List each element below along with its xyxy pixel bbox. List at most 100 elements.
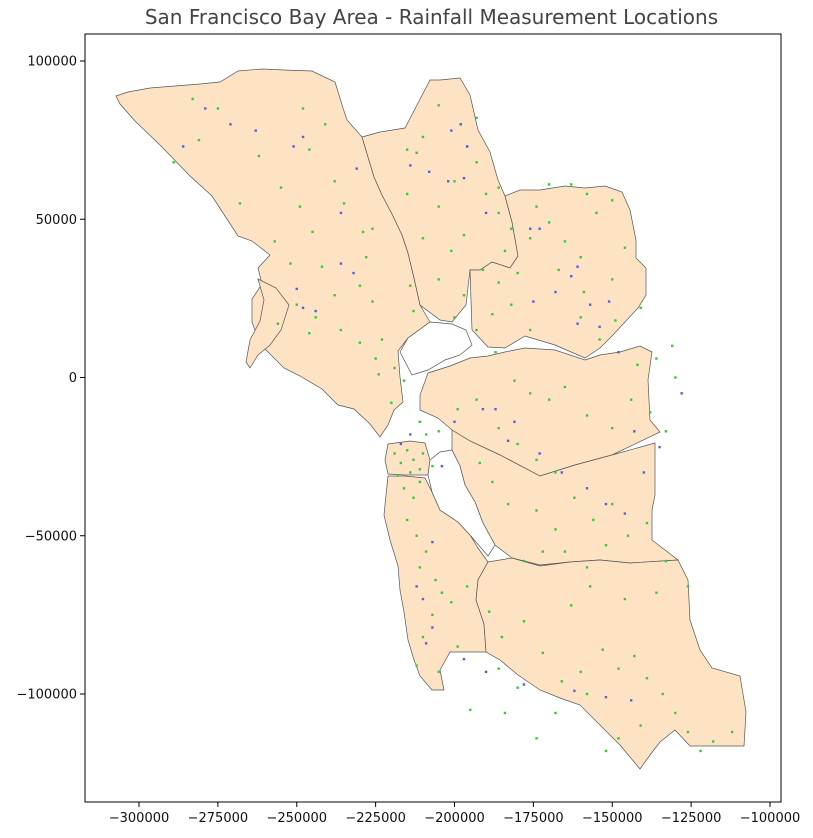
- rain-gauge-point-green: [535, 458, 538, 461]
- rain-gauge-point-green: [500, 635, 504, 639]
- x-tick-label: −175000: [503, 811, 564, 826]
- rain-gauge-point-green: [563, 550, 567, 553]
- rain-gauge-point-blue: [465, 145, 469, 148]
- rain-gauge-point-green: [588, 585, 592, 588]
- rain-gauge-points: [172, 97, 734, 753]
- rain-gauge-point-green: [418, 468, 421, 471]
- rain-gauge-point-green: [453, 316, 456, 319]
- rain-gauge-point-blue: [431, 626, 434, 629]
- rain-gauge-point-green: [465, 585, 469, 588]
- rain-gauge-point-green: [437, 670, 440, 674]
- rain-gauge-point-green: [554, 528, 557, 531]
- rain-gauge-point-green: [396, 474, 399, 477]
- rain-gauge-point-green: [629, 398, 633, 401]
- rain-gauge-point-green: [481, 268, 485, 272]
- rain-gauge-point-green: [547, 183, 551, 186]
- rain-gauge-point-green: [570, 604, 573, 607]
- rain-gauge-point-green: [497, 426, 500, 430]
- rain-gauge-point-green: [547, 221, 551, 224]
- rain-gauge-point-green: [497, 186, 500, 189]
- rain-gauge-point-green: [421, 635, 425, 639]
- rain-gauge-point-blue: [513, 420, 516, 424]
- rain-gauge-point-green: [437, 104, 440, 107]
- y-tick-label: −50000: [25, 529, 77, 544]
- rain-gauge-point-green: [191, 97, 194, 101]
- rain-gauge-point-blue: [428, 170, 431, 173]
- rain-gauge-point-green: [639, 724, 642, 727]
- rain-gauge-point-green: [361, 230, 365, 234]
- rain-gauge-point-blue: [339, 262, 343, 265]
- rain-gauge-point-green: [377, 373, 380, 376]
- rain-gauge-point-green: [450, 249, 453, 253]
- rain-gauge-point-green: [535, 737, 538, 740]
- rain-gauge-point-green: [655, 357, 658, 360]
- rain-gauge-point-green: [314, 316, 317, 319]
- rain-gauge-point-blue: [494, 407, 497, 411]
- rain-gauge-point-blue: [573, 689, 576, 693]
- rain-gauge-point-green: [712, 740, 715, 743]
- rain-gauge-point-blue: [484, 211, 488, 215]
- rain-gauge-point-green: [604, 749, 608, 753]
- rain-gauge-point-blue: [453, 420, 456, 424]
- rain-gauge-point-green: [601, 648, 604, 651]
- rain-gauge-point-blue: [292, 145, 295, 148]
- rain-gauge-point-green: [405, 148, 409, 151]
- rain-gauge-point-green: [462, 233, 466, 237]
- rain-gauge-point-green: [273, 240, 276, 243]
- rain-gauge-point-blue: [598, 325, 601, 329]
- rain-gauge-point-green: [462, 294, 466, 297]
- rain-gauge-point-green: [475, 328, 478, 332]
- rain-gauge-point-blue: [604, 695, 608, 699]
- rain-gauge-point-green: [529, 392, 532, 395]
- rain-gauge-point-green: [371, 300, 374, 303]
- rain-gauge-point-green: [611, 502, 614, 506]
- rain-gauge-point-blue: [629, 699, 633, 702]
- rain-gauge-point-green: [409, 284, 412, 287]
- rain-gauge-point-blue: [576, 322, 579, 325]
- rain-gauge-point-blue: [204, 107, 207, 110]
- rain-gauge-point-green: [522, 620, 526, 623]
- rain-gauge-point-green: [670, 344, 674, 348]
- x-tick-label: −150000: [582, 811, 643, 826]
- rain-gauge-point-green: [424, 550, 428, 553]
- x-tick-label: −250000: [266, 811, 327, 826]
- rain-gauge-point-blue: [532, 300, 535, 303]
- rain-gauge-point-green: [585, 192, 589, 196]
- rain-gauge-point-green: [611, 278, 614, 281]
- rain-gauge-point-blue: [440, 464, 444, 468]
- rain-gauge-point-blue: [431, 540, 434, 544]
- rain-gauge-point-green: [579, 316, 582, 319]
- san-pablo-bay-water: [399, 321, 473, 376]
- rain-gauge-point-blue: [181, 145, 185, 148]
- rain-gauge-point-green: [197, 138, 201, 142]
- rain-gauge-point-green: [279, 186, 283, 189]
- rain-gauge-point-green: [529, 328, 532, 332]
- rain-gauge-point-green: [415, 151, 418, 154]
- rain-gauge-point-green: [421, 237, 425, 240]
- rain-gauge-point-blue: [484, 670, 488, 674]
- rain-gauge-point-green: [424, 433, 428, 436]
- rain-gauge-point-green: [216, 107, 220, 110]
- rain-gauge-point-green: [563, 385, 567, 389]
- rain-gauge-point-green: [661, 692, 664, 696]
- rain-gauge-point-green: [648, 411, 652, 414]
- rain-gauge-point-blue: [617, 350, 620, 354]
- county-boundaries: [115, 68, 747, 770]
- rain-gauge-point-blue: [642, 471, 645, 474]
- rain-gauge-point-green: [172, 161, 175, 164]
- rain-gauge-point-green: [440, 591, 444, 594]
- rain-gauge-point-blue: [409, 164, 412, 167]
- rain-gauge-point-green: [301, 107, 305, 110]
- rain-gauge-point-green: [573, 496, 576, 499]
- y-tick-label: 100000: [27, 55, 77, 70]
- rain-gauge-point-green: [497, 211, 500, 215]
- rain-gauge-point-blue: [607, 300, 611, 303]
- rain-gauge-point-blue: [462, 657, 466, 661]
- rain-gauge-point-green: [636, 363, 639, 367]
- rain-gauge-point-green: [592, 518, 595, 522]
- rain-gauge-point-green: [380, 338, 384, 341]
- rain-gauge-point-green: [311, 230, 314, 234]
- rain-gauge-point-green: [405, 192, 409, 196]
- rain-gauge-point-green: [563, 240, 567, 243]
